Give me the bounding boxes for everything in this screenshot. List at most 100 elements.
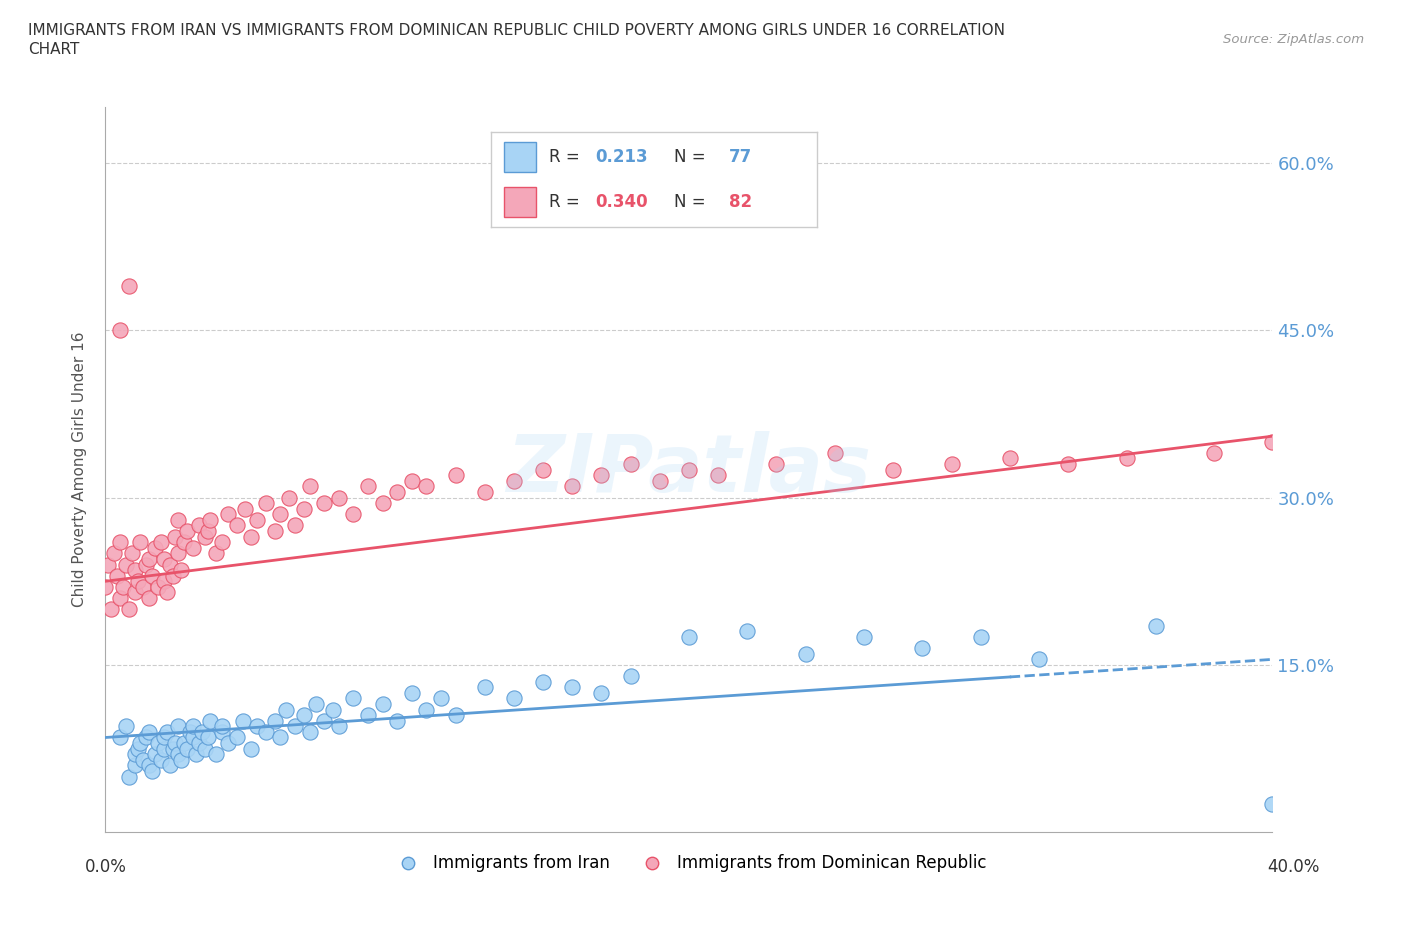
Point xyxy=(111,579,134,594)
Point xyxy=(141,568,163,583)
Point xyxy=(143,540,166,555)
Point xyxy=(263,713,285,728)
Point xyxy=(794,646,817,661)
Point xyxy=(276,702,298,717)
Point xyxy=(176,524,198,538)
Point xyxy=(970,630,993,644)
Point xyxy=(217,507,239,522)
Point xyxy=(240,741,263,756)
Point xyxy=(911,641,934,656)
Point xyxy=(146,579,169,594)
Point xyxy=(284,719,307,734)
Text: 40.0%: 40.0% xyxy=(1267,858,1320,876)
Point xyxy=(205,546,228,561)
Text: CHART: CHART xyxy=(28,42,80,57)
Point xyxy=(167,546,190,561)
Point xyxy=(153,574,174,589)
Point xyxy=(619,457,641,472)
Point xyxy=(240,529,263,544)
Point xyxy=(415,702,437,717)
Point xyxy=(503,691,526,706)
Point xyxy=(121,546,143,561)
Point xyxy=(156,585,179,600)
Point xyxy=(824,445,846,460)
Point xyxy=(1028,652,1050,667)
Point xyxy=(998,451,1021,466)
Point xyxy=(124,747,146,762)
Point xyxy=(591,468,613,483)
Point xyxy=(292,501,315,516)
Point xyxy=(561,680,583,695)
Point xyxy=(156,724,179,739)
Point xyxy=(135,730,157,745)
Point xyxy=(292,708,315,723)
Point xyxy=(132,579,155,594)
Point xyxy=(225,518,247,533)
Point xyxy=(181,719,204,734)
Point xyxy=(187,518,209,533)
Point xyxy=(124,585,146,600)
Point xyxy=(124,758,146,773)
Point xyxy=(94,579,117,594)
Point xyxy=(176,741,198,756)
Point xyxy=(444,468,467,483)
Point xyxy=(304,697,326,711)
Point xyxy=(342,507,364,522)
Point xyxy=(1057,457,1080,472)
Point xyxy=(474,485,496,499)
Point xyxy=(371,496,394,511)
Point xyxy=(401,473,423,488)
Point xyxy=(132,752,155,767)
Point xyxy=(108,591,131,605)
Text: Source: ZipAtlas.com: Source: ZipAtlas.com xyxy=(1223,33,1364,46)
Point xyxy=(211,724,233,739)
Point xyxy=(284,518,307,533)
Point xyxy=(531,674,554,689)
Point xyxy=(153,730,174,745)
Point xyxy=(385,485,409,499)
Point xyxy=(124,563,146,578)
Point xyxy=(108,535,131,550)
Point xyxy=(263,524,285,538)
Point xyxy=(127,574,149,589)
Point xyxy=(115,557,138,572)
Point xyxy=(314,713,336,728)
Point xyxy=(115,719,138,734)
Point xyxy=(648,473,671,488)
Point xyxy=(322,702,344,717)
Point xyxy=(138,724,160,739)
Point xyxy=(108,730,131,745)
Point xyxy=(205,747,228,762)
Point xyxy=(328,719,350,734)
Point xyxy=(138,591,160,605)
Point xyxy=(170,752,193,767)
Point xyxy=(149,535,172,550)
Point xyxy=(129,736,152,751)
Point xyxy=(232,713,254,728)
Point xyxy=(619,669,641,684)
Point xyxy=(173,736,195,751)
Point xyxy=(129,535,152,550)
Point xyxy=(737,624,759,639)
Point xyxy=(118,769,141,784)
Point xyxy=(246,719,269,734)
Point xyxy=(149,752,172,767)
Point xyxy=(217,736,239,751)
Point xyxy=(235,501,257,516)
Point xyxy=(269,507,292,522)
Point xyxy=(211,719,233,734)
Point xyxy=(167,719,190,734)
Point xyxy=(211,535,233,550)
Legend: Immigrants from Iran, Immigrants from Dominican Republic: Immigrants from Iran, Immigrants from Do… xyxy=(385,847,993,879)
Point xyxy=(170,563,193,578)
Point xyxy=(444,708,467,723)
Point xyxy=(146,736,169,751)
Point xyxy=(162,741,184,756)
Point xyxy=(1144,618,1167,633)
Point xyxy=(1261,797,1284,812)
Point xyxy=(401,685,423,700)
Text: ZIPatlas: ZIPatlas xyxy=(506,431,872,509)
Point xyxy=(159,758,181,773)
Point xyxy=(118,278,141,293)
Point xyxy=(561,479,583,494)
